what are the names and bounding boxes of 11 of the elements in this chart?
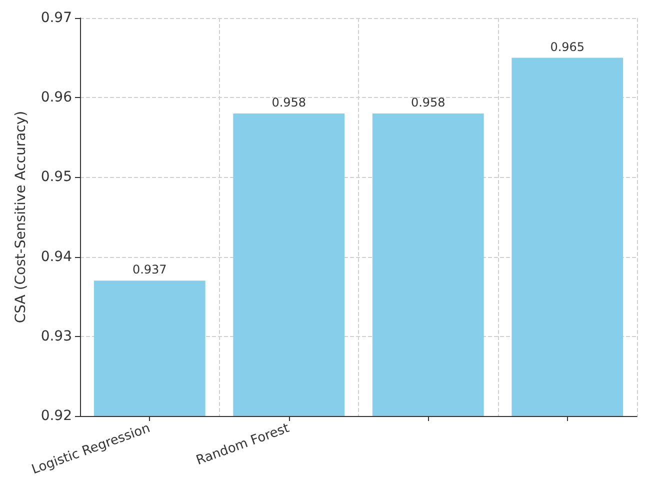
y-tick-label: 0.97 bbox=[40, 10, 72, 26]
y-tick-label: 0.93 bbox=[40, 328, 72, 344]
y-tick-label: 0.95 bbox=[40, 169, 72, 186]
data-label: 0.958 bbox=[410, 96, 446, 110]
y-tick-label: 0.96 bbox=[40, 90, 72, 106]
data-label: 0.958 bbox=[272, 96, 306, 110]
data-label: 0.937 bbox=[132, 262, 167, 277]
y-tick-label: 0.94 bbox=[40, 248, 72, 265]
data-label: 0.965 bbox=[550, 40, 585, 54]
y-tick-label: 0.92 bbox=[40, 408, 72, 424]
y-axis-title: CSA (Cost-Sensitive Accuracy) bbox=[13, 110, 29, 324]
